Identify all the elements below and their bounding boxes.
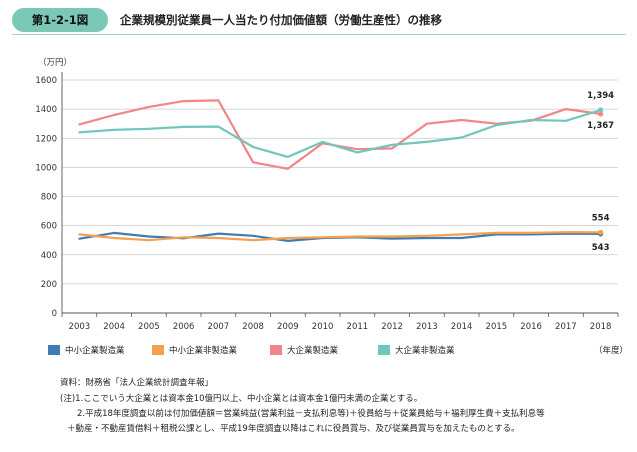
series-end-point	[598, 111, 604, 117]
legend-swatch	[378, 344, 390, 355]
axes: （万円） 0 200 400 600 800 1000 1200 1400 1600 2003 200…	[35, 57, 619, 332]
chart-title: 企業規模別従業員一人当たり付加価値額（労働生産性）の推移	[120, 13, 442, 27]
x-axis-unit-label: （年度）	[593, 346, 628, 356]
data-label: 1,367	[587, 121, 614, 131]
data-label: 543	[592, 243, 610, 253]
legend: 中小企業製造業 中小企業非製造業 大企業製造業 大企業非製造業 （年度）	[48, 343, 628, 359]
y-tick-label: 1000	[35, 163, 57, 173]
y-axis-unit-label: （万円）	[38, 57, 72, 68]
y-tick-label: 600	[41, 222, 57, 232]
legend-item: 大企業製造業	[270, 343, 338, 359]
notes: 資料：財務省「法人企業統計調査年報」 (注)1.ここでいう大企業とは資本金10億…	[60, 376, 630, 437]
x-tick-label: 2014	[451, 322, 473, 332]
legend-label: 中小企業非製造業	[169, 346, 238, 356]
data-label: 554	[592, 213, 610, 223]
source-note: 資料：財務省「法人企業統計調査年報」	[60, 378, 214, 388]
note-2: 2.平成18年度調査以前は付加価値額＝営業純益(営業利益－支払利息等)＋役員給与…	[77, 409, 545, 419]
y-tick-label: 0	[52, 309, 57, 319]
note-1: (注)1.ここでいう大企業とは資本金10億円以上、中小企業とは資本金1億円未満の…	[60, 394, 423, 404]
y-tick-label: 800	[41, 193, 57, 203]
x-tick-label: 2013	[416, 322, 438, 332]
series-lines	[78, 99, 604, 242]
x-tick-label: 2010	[312, 322, 334, 332]
series-line	[78, 231, 602, 242]
legend-label: 大企業非製造業	[395, 346, 455, 356]
x-tick-label: 2003	[69, 322, 91, 332]
legend-label: 中小企業製造業	[65, 346, 125, 356]
series-line	[78, 99, 602, 170]
legend-item: 中小企業非製造業	[152, 343, 237, 359]
x-tick-label: 2017	[555, 322, 577, 332]
legend-swatch	[152, 344, 164, 355]
x-tick-label: 2008	[242, 322, 264, 332]
x-tick-label: 2006	[173, 322, 195, 332]
y-tick-label: 400	[41, 251, 57, 261]
annotations: 1,394 1,367 554 543	[587, 91, 614, 253]
x-tick-label: 2009	[277, 322, 299, 332]
line-chart: （万円） 0 200 400 600 800 1000 1200 1400 1600 2003 200…	[35, 57, 619, 332]
figure-number-badge: 第1-2-1図	[12, 8, 108, 32]
series-end-point	[598, 229, 604, 235]
grid	[62, 79, 618, 285]
x-tick-label: 2012	[381, 322, 403, 332]
legend-swatch	[48, 344, 60, 355]
legend-swatch	[270, 344, 282, 355]
series-line	[78, 108, 602, 158]
y-tick-label: 1600	[35, 76, 57, 86]
x-tick-label: 2005	[138, 322, 160, 332]
legend-item: 中小企業製造業	[48, 343, 125, 359]
x-tick-label: 2018	[590, 322, 612, 332]
x-tick-label: 2016	[520, 322, 542, 332]
title-divider	[12, 34, 626, 35]
y-tick-label: 1200	[35, 134, 57, 144]
x-tick-label: 2004	[103, 322, 125, 332]
x-tick-label: 2011	[347, 322, 369, 332]
series-end-point	[598, 107, 604, 113]
y-tick-label: 200	[41, 280, 57, 290]
y-tick-label: 1400	[35, 105, 57, 115]
x-tick-label: 2015	[486, 322, 508, 332]
legend-item: 大企業非製造業	[378, 343, 455, 359]
note-2-continued: ＋動産・不動産賃借料＋租税公課とし、平成19年度調査以降はこれに役員賞与、及び従…	[67, 424, 520, 434]
data-label: 1,394	[587, 91, 614, 101]
legend-label: 大企業製造業	[287, 346, 339, 356]
x-tick-label: 2007	[208, 322, 230, 332]
